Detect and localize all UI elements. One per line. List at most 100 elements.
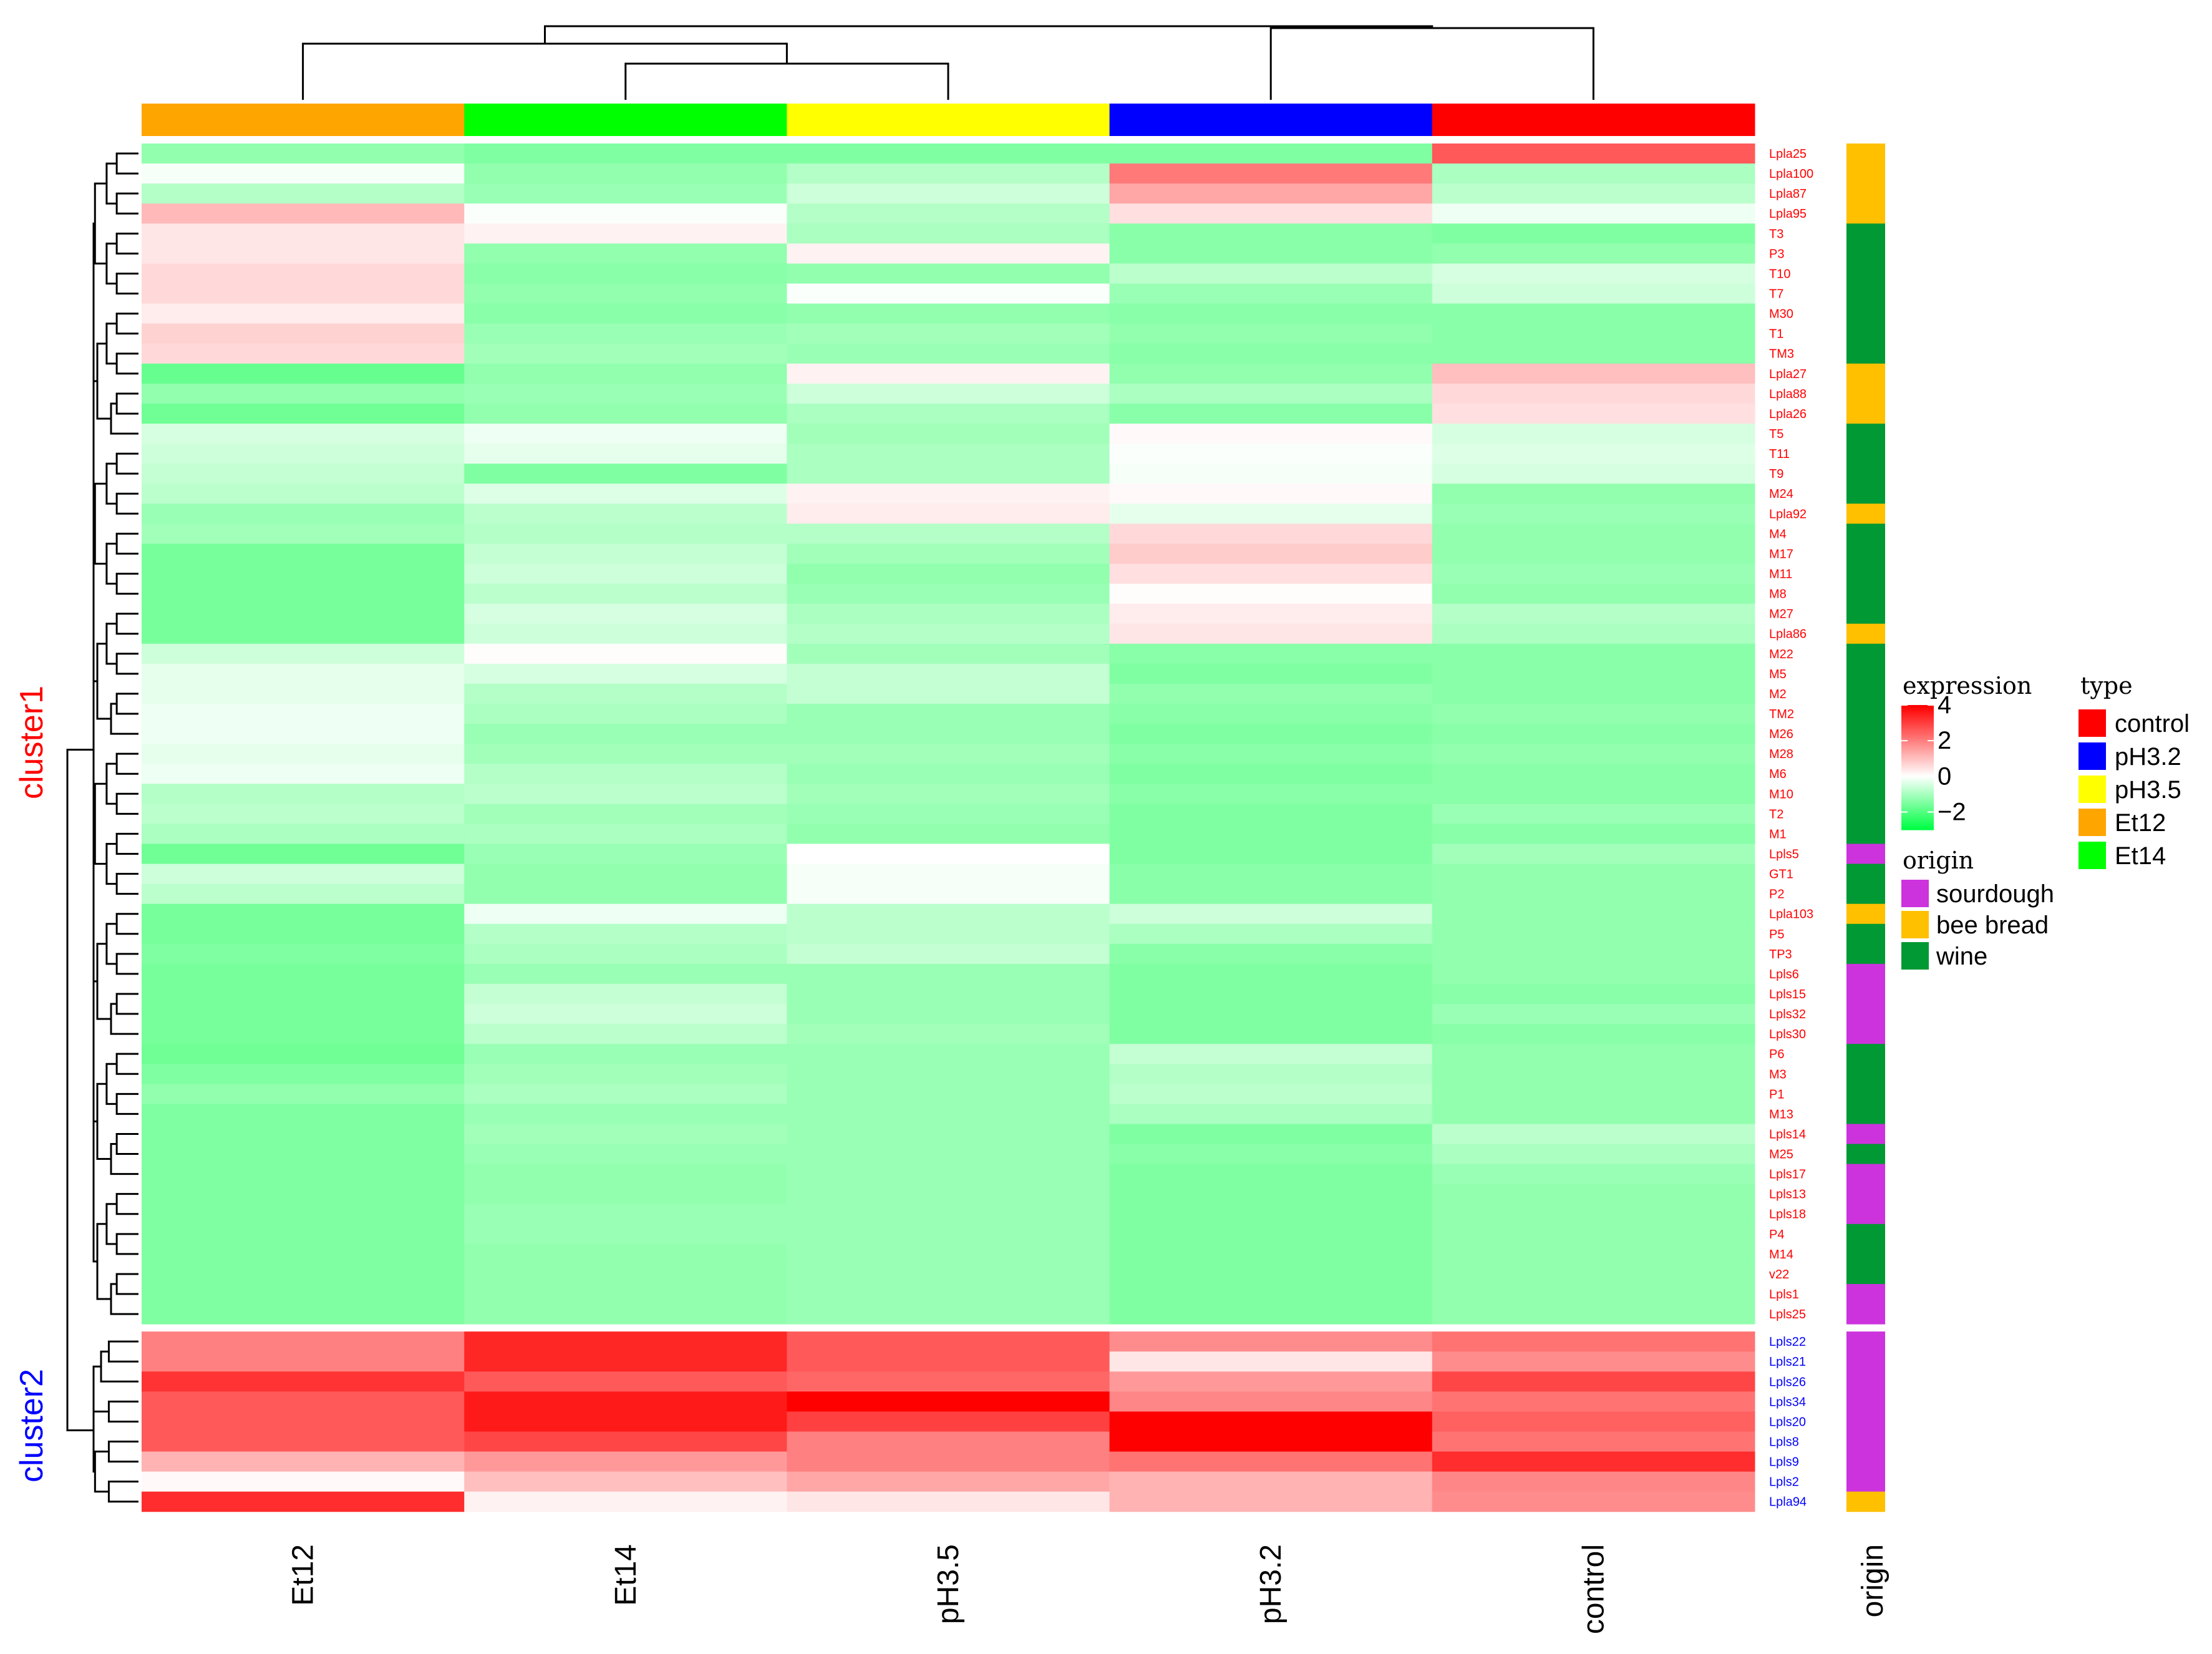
cell-M3-pH3.5 [787,1064,1110,1084]
cell-T2-Et14 [464,804,787,824]
cell-Lpls9-Et14 [464,1451,787,1472]
cell-TP3-Et12 [142,943,465,965]
cell-Lpls26-pH3.2 [1109,1371,1433,1392]
ramp-step [1901,712,1934,714]
cell-M3-pH3.2 [1109,1064,1433,1084]
cell-Lpla94-pH3.5 [787,1491,1110,1512]
cell-Lpls8-pH3.2 [1109,1431,1433,1452]
row-label-P6: P6 [1769,1048,1784,1061]
ramp-step [1901,758,1934,761]
type-legend-label: control [2115,710,2190,737]
ramp-step [1901,708,1934,711]
row-label-Lpls22: Lpls22 [1769,1335,1806,1349]
cell-M27-control [1432,603,1755,625]
cell-M28-Et12 [142,744,465,764]
origin-cell-Lpls15 [1846,983,1885,1005]
cell-Lpls8-Et12 [142,1431,465,1452]
cell-v22-Et12 [142,1263,465,1285]
cell-M26-control [1432,724,1755,744]
cell-Lpla27-pH3.5 [787,363,1110,384]
cell-M26-Et14 [464,724,787,744]
ramp-step [1901,764,1934,766]
expression-ticks: 4 2 0 −2 [1901,691,1966,825]
type-legend-entries: control pH3.2 pH3.5 Et12 Et14 [2079,709,2190,870]
type-swatch-Et14 [2079,842,2106,869]
ramp-step [1901,706,1934,709]
row-dendro-branch [105,842,117,885]
cell-TM2-Et14 [464,703,787,724]
cell-Lpls34-pH3.2 [1109,1391,1433,1412]
cell-GT1-Et14 [464,863,787,885]
origin-cell-Lpls25 [1846,1304,1885,1325]
cell-Lpls5-Et14 [464,844,787,865]
origin-cell-P3 [1846,243,1885,264]
cell-GT1-Et12 [142,863,465,885]
cell-Lpls1-control [1432,1283,1755,1305]
origin-cell-Lpls30 [1846,1024,1885,1044]
cell-T10-Et14 [464,263,787,284]
cell-P2-pH3.2 [1109,883,1433,905]
origin-cell-M1 [1846,824,1885,844]
ramp-step [1901,815,1934,818]
origin-legend-title: origin [1903,847,1974,874]
cell-M10-Et14 [464,784,787,804]
cell-Lpla88-Et14 [464,383,787,404]
ramp-step [1901,820,1934,824]
cell-Lpls1-pH3.2 [1109,1283,1433,1305]
origin-cell-Lpla100 [1846,163,1885,184]
cell-M22-pH3.2 [1109,643,1433,664]
cell-T5-pH3.2 [1109,423,1433,444]
cell-Lpla100-Et12 [142,163,465,184]
ramp-step [1901,828,1934,830]
type-swatch-pH3.2 [2079,742,2106,770]
expression-tick-label: 0 [1938,762,1951,790]
cell-Lpls15-Et12 [142,983,465,1005]
origin-cell-M22 [1846,643,1885,664]
cell-Lpla88-pH3.5 [787,383,1110,404]
ramp-step [1901,808,1934,811]
ramp-step [1901,769,1934,772]
row-dendro-branch [115,152,138,175]
cell-Lpla88-control [1432,383,1755,404]
row-dendrogram [66,152,138,1503]
row-dendro-branch [115,313,138,335]
cell-M2-pH3.2 [1109,683,1433,704]
cell-Lpls26-Et14 [464,1371,787,1392]
cell-Lpla95-pH3.5 [787,203,1110,224]
row-label-Lpls30: Lpls30 [1769,1028,1806,1041]
cell-Lpla100-pH3.2 [1109,163,1433,184]
cell-M6-pH3.5 [787,764,1110,784]
cell-T2-pH3.5 [787,804,1110,824]
cell-Lpla86-control [1432,623,1755,645]
ramp-step [1901,780,1934,782]
cell-M27-pH3.2 [1109,603,1433,625]
origin-cell-T5 [1846,423,1885,444]
cell-Lpls5-pH3.5 [787,844,1110,865]
cell-P2-control [1432,883,1755,905]
origin-cell-Lpls6 [1846,963,1885,985]
row-dendro-branch [105,1063,117,1105]
cell-M14-Et14 [464,1243,787,1265]
origin-cell-M17 [1846,543,1885,564]
cell-Lpls18-pH3.5 [787,1204,1110,1225]
cell-T1-Et14 [464,323,787,344]
cell-Lpls30-Et14 [464,1024,787,1044]
row-label-Lpls17: Lpls17 [1769,1168,1806,1182]
row-label-Lpls1: Lpls1 [1769,1288,1799,1301]
cell-M24-Et12 [142,484,465,504]
cell-P1-Et12 [142,1084,465,1104]
cell-Lpls14-control [1432,1124,1755,1144]
cell-M11-pH3.5 [787,563,1110,585]
cell-Lpls13-control [1432,1184,1755,1205]
cell-T3-pH3.5 [787,223,1110,244]
origin-cell-TP3 [1846,943,1885,965]
origin-cell-TM3 [1846,343,1885,364]
type-swatch-control [2079,709,2106,737]
row-label-Lpla92: Lpla92 [1769,507,1807,521]
origin-cell-Lpls32 [1846,1004,1885,1024]
cell-Lpls34-Et12 [142,1391,465,1412]
row-dendro-branch [96,943,111,1020]
cell-Lpls5-Et12 [142,844,465,865]
origin-cell-Lpla26 [1846,403,1885,424]
ramp-step [1901,766,1934,768]
